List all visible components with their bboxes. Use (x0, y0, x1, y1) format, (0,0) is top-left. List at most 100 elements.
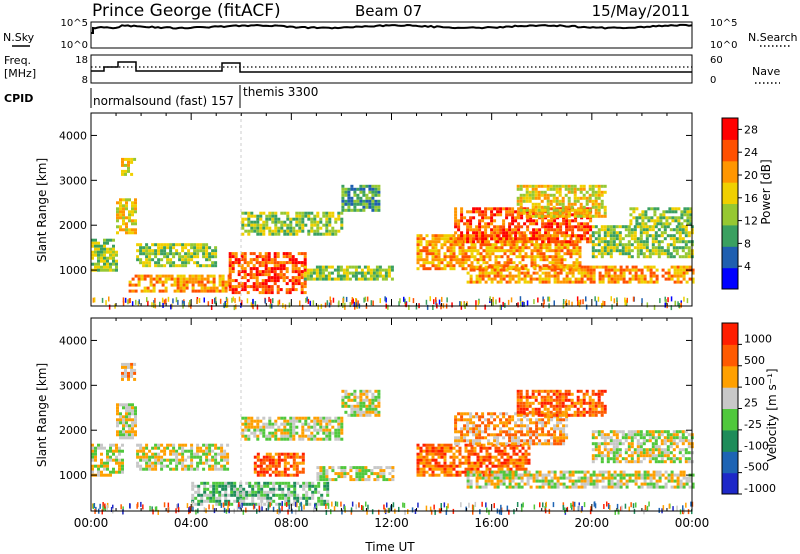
scatter-cell (167, 296, 170, 302)
data-cell (518, 461, 522, 465)
data-cell (288, 252, 292, 256)
data-cell (124, 169, 127, 173)
data-cell (160, 464, 164, 468)
data-cell (524, 458, 528, 462)
data-cell (356, 395, 360, 399)
data-cell (136, 449, 140, 453)
scatter-cell (93, 297, 96, 303)
data-cell (547, 237, 551, 241)
data-cell (274, 473, 278, 477)
data-cell (499, 442, 503, 446)
data-cell (416, 237, 420, 241)
data-cell (255, 288, 259, 292)
data-cell (514, 268, 518, 272)
data-cell (164, 280, 168, 284)
data-cell (650, 216, 654, 220)
data-cell (374, 407, 378, 411)
data-cell (264, 279, 268, 283)
data-cell (509, 467, 513, 471)
data-cell (119, 198, 122, 202)
data-cell (554, 261, 558, 265)
data-cell (470, 452, 474, 456)
data-cell (276, 267, 280, 271)
data-cell (316, 478, 320, 482)
data-cell (106, 247, 109, 251)
data-cell (265, 458, 269, 462)
data-cell (473, 449, 477, 453)
data-cell (349, 475, 353, 479)
scatter-cell (225, 296, 228, 302)
data-cell (607, 265, 611, 269)
data-cell (197, 502, 201, 506)
data-cell (236, 487, 240, 491)
data-cell (356, 193, 360, 197)
data-cell (284, 499, 288, 503)
data-cell (270, 258, 274, 262)
scatter-cell (521, 301, 524, 307)
data-cell (568, 240, 572, 244)
data-cell (169, 449, 173, 453)
data-cell (416, 249, 420, 253)
data-cell (470, 246, 474, 250)
data-cell (649, 274, 653, 278)
data-cell (479, 258, 483, 262)
data-cell (552, 205, 556, 209)
data-cell (678, 225, 682, 229)
data-cell (645, 243, 649, 247)
data-cell (271, 229, 275, 233)
data-cell (202, 243, 206, 247)
data-cell (365, 395, 369, 399)
data-cell (118, 446, 121, 450)
data-cell (490, 228, 494, 232)
data-cell (585, 214, 589, 218)
data-cell (478, 219, 482, 223)
data-cell (374, 404, 378, 408)
data-cell (559, 280, 563, 284)
data-cell (481, 225, 485, 229)
data-cell (607, 280, 611, 284)
data-cell (305, 499, 309, 503)
data-cell (431, 464, 435, 468)
data-cell (194, 277, 198, 281)
data-cell (125, 216, 128, 220)
data-cell (452, 264, 456, 268)
data-cell (553, 442, 557, 446)
data-cell (255, 261, 259, 265)
data-cell (160, 258, 164, 262)
data-cell (256, 473, 260, 477)
data-cell (521, 267, 525, 271)
data-cell (241, 428, 245, 432)
data-cell (563, 243, 567, 247)
data-cell (434, 452, 438, 456)
data-cell (261, 255, 265, 259)
data-cell (473, 467, 477, 471)
scatter-cell (674, 300, 677, 306)
data-cell (508, 265, 512, 269)
data-cell (112, 470, 115, 474)
data-cell (464, 249, 468, 253)
data-cell (463, 237, 467, 241)
data-cell (675, 225, 679, 229)
data-cell (122, 433, 125, 437)
data-cell (647, 216, 651, 220)
data-cell (145, 252, 149, 256)
data-cell (263, 484, 267, 488)
data-cell (262, 229, 266, 233)
data-cell (283, 467, 287, 471)
data-cell (600, 255, 604, 259)
data-cell (106, 464, 109, 468)
data-cell (469, 421, 473, 425)
data-cell (558, 202, 562, 206)
data-cell (632, 210, 636, 214)
data-cell (175, 249, 179, 253)
data-cell (568, 268, 572, 272)
data-cell (534, 187, 538, 191)
scatter-cell (301, 304, 304, 310)
data-cell (340, 211, 344, 215)
data-cell (374, 395, 378, 399)
data-cell (164, 277, 168, 281)
data-cell (265, 452, 269, 456)
scatter-cell (585, 304, 588, 310)
scatter-cell (189, 300, 191, 305)
data-cell (467, 449, 471, 453)
